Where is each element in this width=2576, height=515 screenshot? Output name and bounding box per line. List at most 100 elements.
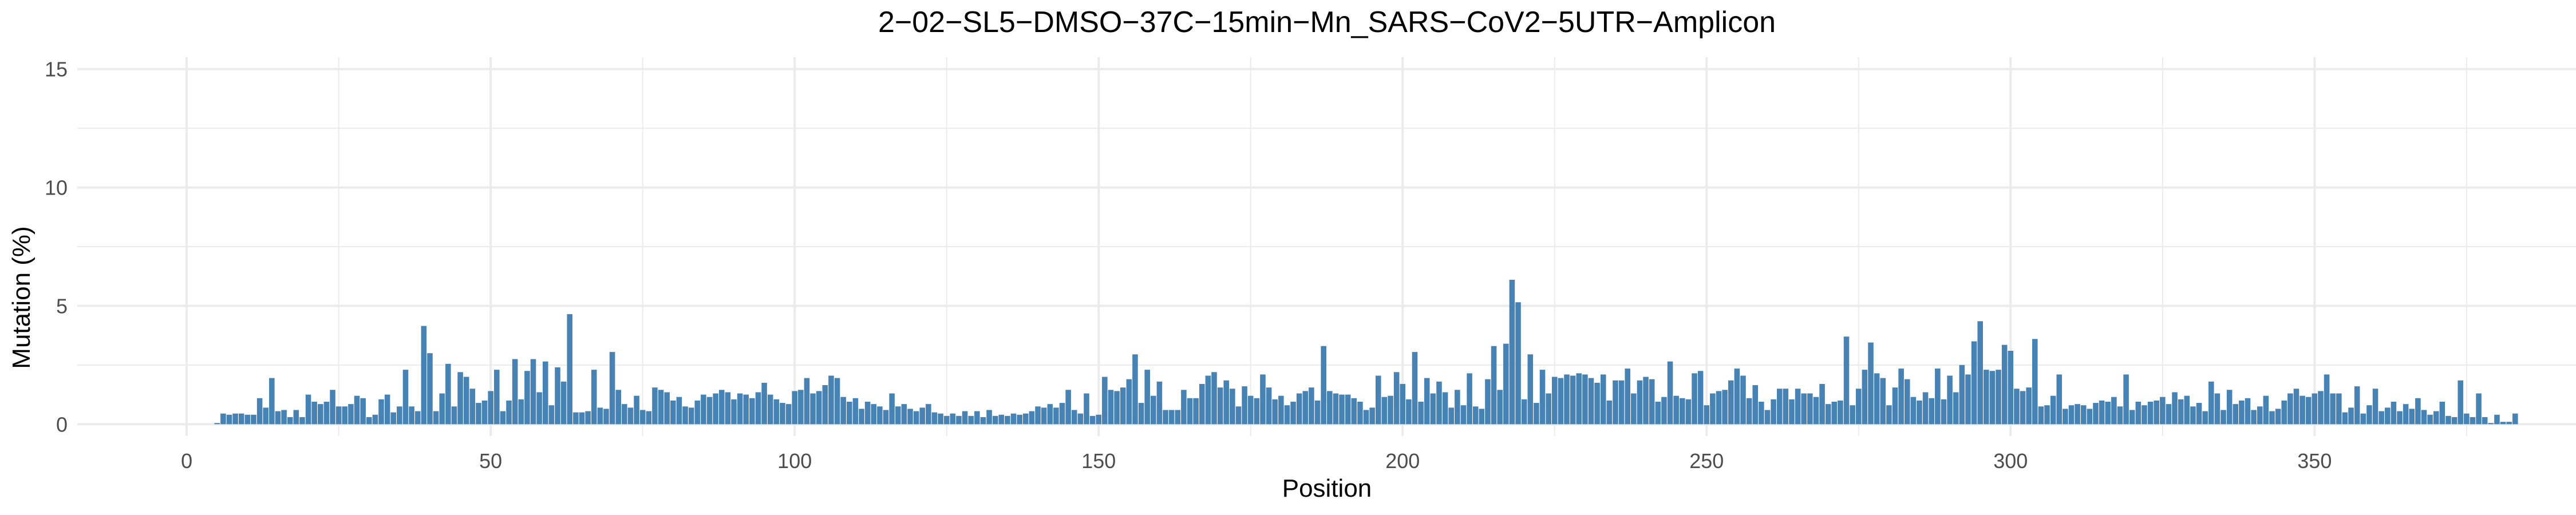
bar <box>1065 390 1071 425</box>
bar <box>737 393 743 425</box>
bar <box>773 399 780 425</box>
bar <box>2470 417 2476 425</box>
bar <box>2044 405 2050 425</box>
bar <box>2336 393 2342 425</box>
bar <box>859 409 864 425</box>
bar <box>725 392 731 425</box>
bar <box>469 389 476 425</box>
bar <box>251 414 256 425</box>
bar <box>761 382 767 425</box>
chart-title: 2−02−SL5−DMSO−37C−15min−Mn_SARS−CoV2−5UT… <box>878 6 1776 39</box>
bar <box>293 410 299 425</box>
bar <box>2063 409 2068 425</box>
bar <box>798 390 804 425</box>
bar <box>1685 399 1692 425</box>
bar <box>1242 386 1247 425</box>
bar <box>1296 393 1302 425</box>
bar <box>1783 389 1789 425</box>
bar <box>1631 393 1637 425</box>
bar <box>1102 377 1108 425</box>
bar <box>2008 351 2014 425</box>
bar <box>1692 373 1697 425</box>
bar <box>1442 392 1448 425</box>
bar <box>1710 393 1716 425</box>
bar <box>2190 406 2196 425</box>
bar <box>2293 389 2300 425</box>
bar <box>749 398 755 425</box>
bar <box>2014 389 2020 425</box>
bar <box>481 400 488 425</box>
bar <box>1230 389 1235 425</box>
bar <box>1922 392 1929 425</box>
bar <box>1278 395 1284 425</box>
bar <box>597 407 603 425</box>
bar <box>943 415 950 425</box>
bar <box>1491 346 1497 425</box>
bar <box>992 415 998 425</box>
bar <box>1247 395 1254 425</box>
bar <box>1163 410 1168 425</box>
bar <box>1667 361 1673 425</box>
bar <box>1010 413 1017 425</box>
bar <box>1333 393 1339 425</box>
bar <box>2403 404 2409 425</box>
bar <box>998 414 1005 425</box>
bar <box>1187 398 1193 425</box>
bar <box>2500 422 2506 425</box>
bar <box>1509 279 1515 425</box>
bar <box>414 411 421 425</box>
bar <box>421 326 427 425</box>
bar <box>2135 402 2142 425</box>
bar <box>1838 400 1843 425</box>
bar <box>1874 373 1880 425</box>
bar <box>2154 400 2159 425</box>
bar <box>354 395 360 425</box>
bar <box>269 378 275 425</box>
bar <box>1764 410 1771 425</box>
bar <box>1886 405 1892 425</box>
x-tick-label: 250 <box>1689 449 1724 473</box>
bar <box>1168 410 1175 425</box>
bar <box>238 413 244 425</box>
x-tick-label: 50 <box>479 449 502 473</box>
bar <box>2080 405 2087 425</box>
bar <box>1503 343 1509 425</box>
bar <box>1223 380 1230 425</box>
bar <box>256 398 263 425</box>
bar <box>2239 400 2245 425</box>
bar <box>2372 389 2379 425</box>
bar <box>2421 410 2427 425</box>
bar <box>1740 375 1746 425</box>
bar <box>378 399 384 425</box>
bar <box>1546 393 1551 425</box>
bar <box>1728 380 1734 425</box>
x-axis-label: Position <box>1282 474 1372 502</box>
bar <box>1618 380 1625 425</box>
bar <box>676 397 682 425</box>
bar <box>2312 393 2318 425</box>
bar <box>360 398 366 425</box>
bar <box>1314 400 1321 425</box>
bar <box>816 391 822 425</box>
bar <box>1564 374 1570 425</box>
bar <box>901 404 907 425</box>
bar <box>1455 390 1460 425</box>
bar <box>968 415 974 425</box>
bar <box>1406 399 1412 425</box>
bar <box>1151 395 1156 425</box>
bar <box>305 394 311 425</box>
bars <box>214 279 2518 425</box>
bar <box>1929 398 1935 425</box>
y-tick-label: 0 <box>56 413 68 436</box>
bar <box>555 367 560 425</box>
bar <box>2281 400 2287 425</box>
bar <box>1831 402 1838 425</box>
bar <box>743 394 749 425</box>
bar <box>1023 413 1029 425</box>
bar <box>2342 412 2348 425</box>
bar <box>2354 386 2360 425</box>
bar <box>1789 399 1795 425</box>
bar <box>2445 415 2451 425</box>
bar <box>2123 374 2129 425</box>
bar <box>2147 402 2154 425</box>
